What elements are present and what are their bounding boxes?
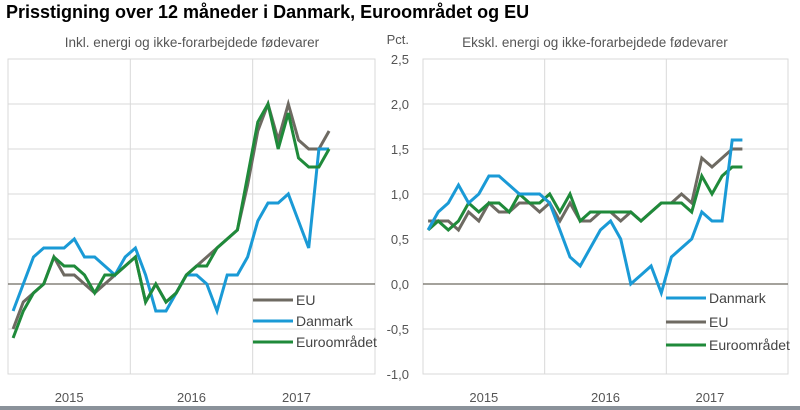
y-tick-label: 1,5: [391, 142, 409, 157]
plot-frame: [7, 58, 376, 375]
plot-frame: [422, 58, 789, 375]
legend-label: Euroområdet: [296, 334, 377, 350]
panel-left: 2015 2016 2017 EU Danmark Euroområdet: [7, 58, 377, 405]
panel-right: 2,5 2,0 1,5 1,0 0,5 0,0 -0,5 -1,0 2015 2016 2017 Da…: [387, 52, 790, 405]
left-panel-title: Inkl. energi og ikke-forarbejdede fødeva…: [65, 35, 320, 50]
x-tick-label: 2015: [469, 390, 498, 405]
figure-title: Prisstigning over 12 måneder i Danmark, …: [6, 2, 530, 22]
x-tick-label: 2016: [177, 390, 206, 405]
y-tick-label: -1,0: [387, 367, 409, 382]
y-tick-label: -0,5: [387, 322, 409, 337]
y-tick-label: 1,0: [391, 187, 409, 202]
legend-label: Danmark: [709, 290, 767, 306]
y-axis-unit: Pct.: [387, 32, 409, 47]
y-tick-label: 2,0: [391, 97, 409, 112]
legend-label: Danmark: [296, 313, 354, 329]
bottom-border: [0, 406, 800, 410]
series-line-euroområdet: [427, 165, 743, 233]
series-line-euroområdet: [11, 99, 331, 339]
x-tick-label: 2016: [591, 390, 620, 405]
x-tick-label: 2015: [55, 390, 84, 405]
series-line-eu: [428, 147, 743, 233]
legend-label: EU: [296, 292, 315, 308]
series-line-danmark: [11, 147, 330, 316]
right-panel-title: Ekskl. energi og ikke-forarbejdede fødev…: [462, 35, 728, 50]
legend-label: EU: [709, 314, 728, 330]
x-tick-label: 2017: [695, 390, 724, 405]
y-tick-label: 0,5: [391, 232, 409, 247]
y-tick-label: 2,5: [391, 52, 409, 67]
legend-label: Euroområdet: [709, 337, 790, 353]
y-tick-label: 0,0: [391, 277, 409, 292]
x-tick-label: 2017: [282, 390, 311, 405]
series-line-danmark: [426, 138, 743, 298]
